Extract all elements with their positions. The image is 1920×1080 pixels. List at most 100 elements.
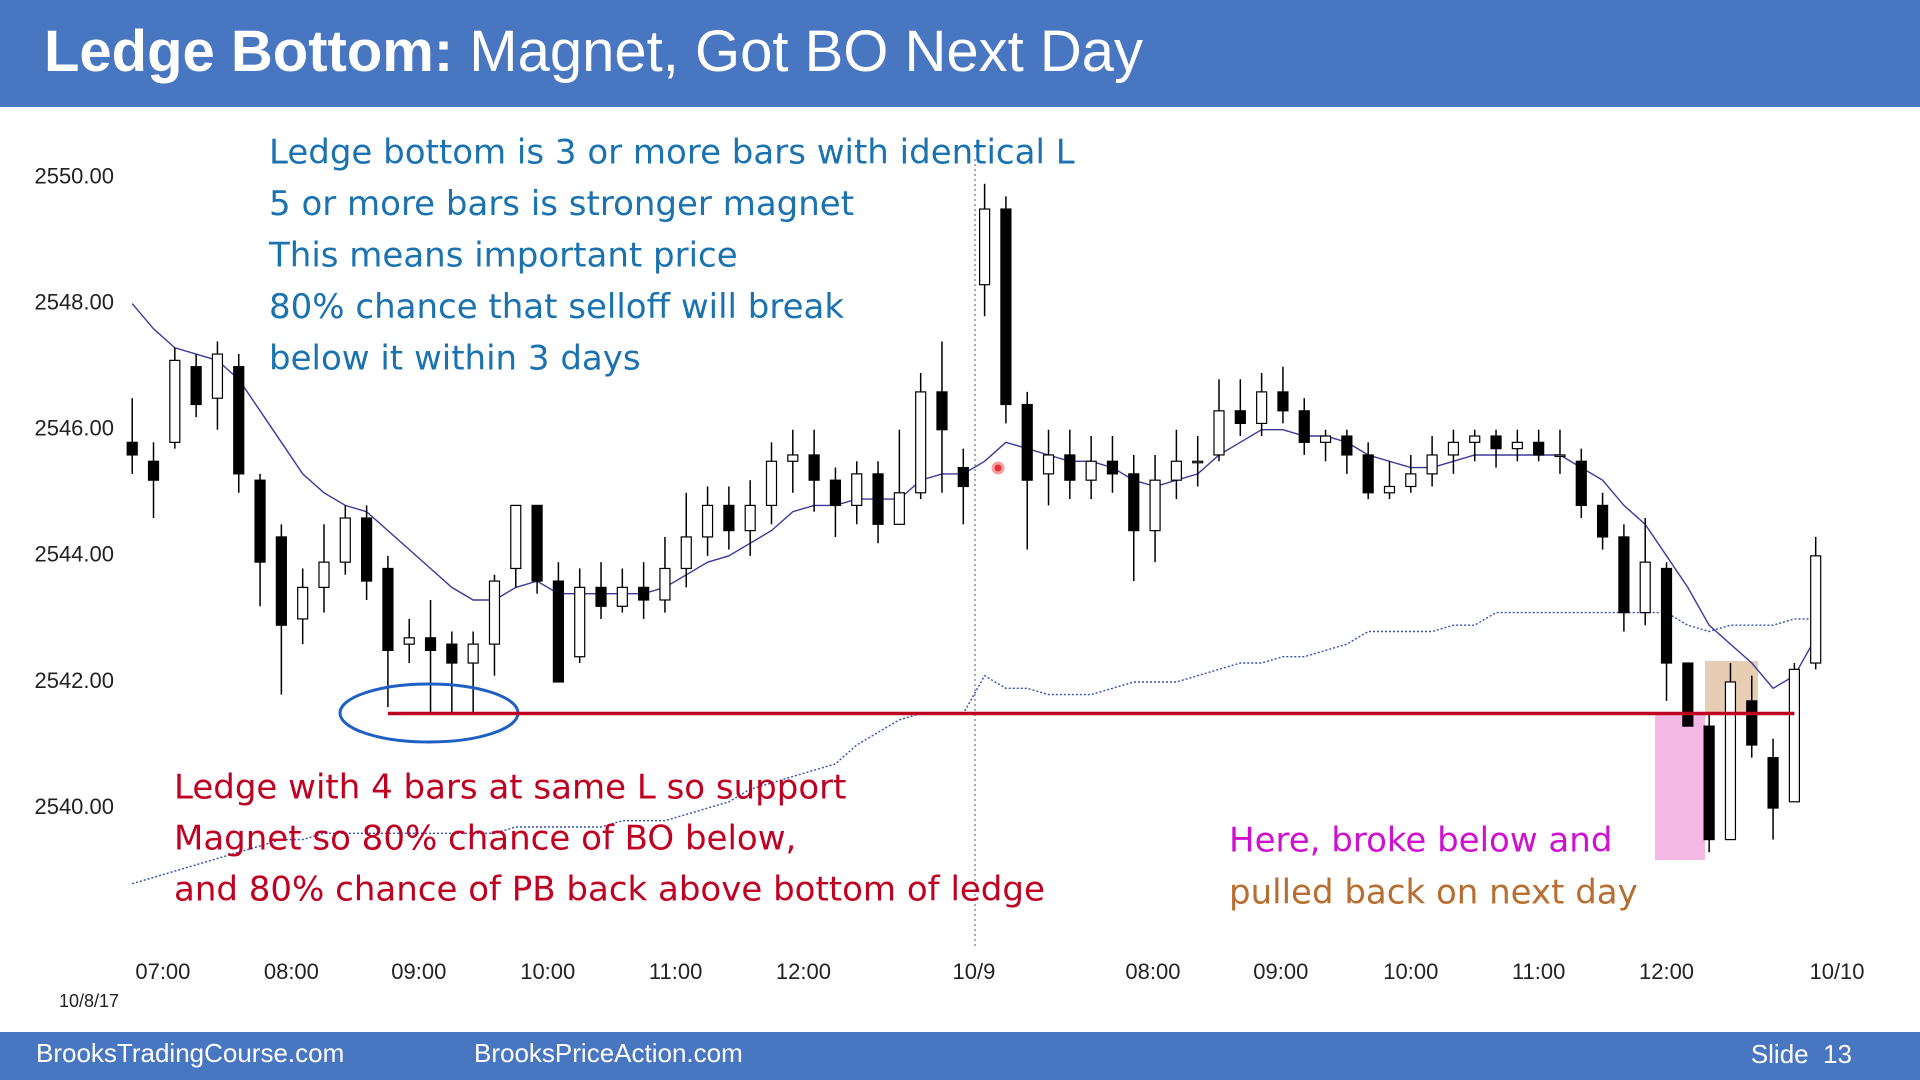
x-tick-label: 08:00 — [264, 959, 319, 984]
x-tick-label: 08:00 — [1125, 959, 1180, 984]
candle-body — [1469, 435, 1481, 443]
candle-body — [595, 586, 607, 607]
header-bar — [0, 0, 1920, 107]
candle-body — [1085, 460, 1097, 481]
note-blue: below it within 3 days — [269, 339, 641, 379]
candle-body — [1277, 391, 1289, 412]
candle-body — [233, 366, 245, 475]
date-label: 10/8/17 — [59, 991, 119, 1011]
candle-body — [382, 567, 394, 652]
candle-body — [829, 479, 842, 506]
footer-right: Slide 13 — [1751, 1039, 1852, 1069]
candle-body — [1554, 454, 1566, 458]
y-tick-label: 2546.00 — [34, 416, 114, 441]
candle-body — [446, 643, 458, 664]
candle-body — [893, 492, 905, 525]
y-tick-label: 2550.00 — [34, 163, 114, 188]
plot — [126, 159, 1822, 949]
candle-body — [1533, 441, 1545, 456]
candle-body — [1724, 681, 1737, 841]
candle-body — [1064, 454, 1076, 481]
candle-body — [552, 580, 565, 683]
candle-body — [744, 504, 756, 532]
note-blue: Ledge bottom is 3 or more bars with iden… — [269, 133, 1075, 173]
candle-body — [680, 536, 692, 570]
cursor-dot — [991, 461, 1005, 475]
x-tick-label: 11:00 — [649, 959, 702, 984]
candle-body — [1490, 435, 1502, 450]
candle-body — [1383, 485, 1396, 494]
candle-body — [403, 637, 415, 645]
candle-body — [1810, 555, 1822, 664]
candle-body — [659, 567, 671, 601]
candle-body — [190, 366, 202, 406]
candle-body — [1256, 391, 1268, 425]
note-blue: 5 or more bars is stronger magnet — [269, 184, 854, 224]
candle-body — [424, 637, 437, 652]
candle-body — [254, 479, 266, 563]
candle-body — [1234, 410, 1246, 425]
note-blue: 80% chance that selloff will break — [269, 287, 844, 327]
x-tick-label: 10/9 — [953, 959, 996, 984]
candle-body — [1447, 441, 1460, 456]
candle-body — [318, 561, 330, 588]
y-tick-label: 2542.00 — [34, 668, 114, 693]
candle-body — [1639, 561, 1651, 614]
title-rest: Magnet, Got BO Next Day — [453, 19, 1143, 84]
candle-body — [701, 504, 714, 538]
candle-body — [1170, 460, 1182, 481]
candle-body — [1319, 435, 1332, 443]
candle-body — [616, 586, 628, 607]
x-tick-label: 07:00 — [135, 959, 190, 984]
candle-body — [915, 391, 927, 494]
candle-body — [1660, 567, 1673, 664]
candle-body — [723, 504, 735, 532]
footer-bar — [0, 1032, 1920, 1080]
candle-body — [488, 580, 501, 645]
candle-body — [1746, 700, 1758, 746]
x-tick-label: 10:00 — [520, 959, 575, 984]
x-tick-label: 10/10 — [1809, 959, 1864, 984]
candle-body — [126, 441, 138, 456]
candle-body — [1405, 473, 1417, 488]
candle-body — [1000, 208, 1012, 406]
candle-body — [1596, 504, 1609, 538]
candle-body — [1362, 454, 1374, 494]
candle-body — [1575, 460, 1587, 506]
candle-body — [765, 460, 778, 506]
candle-body — [1021, 403, 1033, 481]
candle-body — [1767, 757, 1779, 809]
candle-body — [1128, 473, 1140, 532]
candle-body — [787, 454, 799, 462]
title-bold: Ledge Bottom: — [44, 19, 453, 84]
candle-body — [638, 586, 650, 601]
y-tick-label: 2540.00 — [34, 794, 114, 819]
candle-body — [574, 586, 586, 658]
x-tick-label: 11:00 — [1512, 959, 1565, 984]
footer-left: BrooksTradingCourse.com — [36, 1038, 344, 1068]
x-tick-label: 12:00 — [1639, 959, 1694, 984]
candle-body — [467, 643, 479, 664]
x-tick-label: 09:00 — [391, 959, 446, 984]
candle-body — [211, 353, 224, 399]
candle-body — [1618, 536, 1630, 614]
candle-body — [361, 517, 373, 582]
candle-body — [1426, 454, 1438, 475]
candle-body — [1042, 454, 1055, 475]
y-tick-label: 2548.00 — [34, 289, 114, 314]
candle-body — [936, 391, 948, 431]
note-red: Ledge with 4 bars at same L so support — [174, 768, 846, 808]
x-tick-label: 09:00 — [1253, 959, 1308, 984]
note-magenta: Here, broke below and — [1229, 821, 1612, 861]
candle-body — [1682, 662, 1694, 727]
candle-body — [1192, 460, 1204, 464]
candle-body — [1213, 410, 1225, 456]
candle-body — [1511, 441, 1523, 450]
candle-body — [1703, 725, 1715, 841]
note-blue: This means important price — [268, 236, 738, 276]
candle-body — [1149, 479, 1161, 532]
slide-title: Ledge Bottom: Magnet, Got BO Next Day — [44, 19, 1143, 84]
candle-body — [531, 504, 543, 582]
x-tick-label: 12:00 — [776, 959, 831, 984]
